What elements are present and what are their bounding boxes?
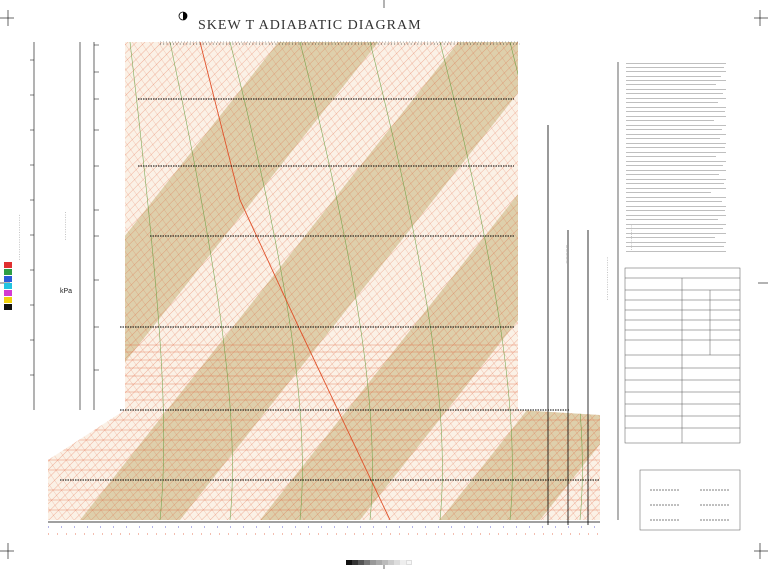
pressure-unit-label: kPa — [60, 288, 73, 295]
right-scale-lines — [547, 125, 589, 525]
top-scale — [160, 41, 520, 45]
left-axis-ticks — [30, 44, 99, 376]
gray-step — [382, 560, 388, 565]
chart-plot-area — [48, 42, 600, 520]
color-swatch-red — [4, 262, 12, 268]
color-swatch-cyan — [4, 283, 12, 289]
color-swatch-blue — [4, 276, 12, 282]
gray-step — [358, 560, 364, 565]
standard-atmosphere-line — [199, 42, 391, 520]
svg-text:- - - - - - - - - - - - - - -: - - - - - - - - - - - - - - - - - - - — [16, 214, 21, 260]
gray-step — [388, 560, 394, 565]
gray-step — [400, 560, 406, 565]
isobar-minor-lines — [48, 344, 600, 511]
left-pressure-axis — [33, 42, 95, 410]
gray-step — [376, 560, 382, 565]
gray-step — [406, 560, 412, 565]
gray-step — [346, 560, 352, 565]
gray-step — [394, 560, 400, 565]
diagram-title: SKEW T ADIABATIC DIAGRAM — [198, 18, 422, 33]
gray-step — [352, 560, 358, 565]
isobars-major — [60, 98, 600, 481]
color-swatch-green — [4, 269, 12, 275]
svg-text:- - - - - - - - - - - -: - - - - - - - - - - - - — [62, 211, 67, 240]
color-swatch-magenta — [4, 290, 12, 296]
svg-text:- - - - - - - - - - - - - - -: - - - - - - - - - - - - - - - - - - — [604, 256, 609, 300]
gray-step — [370, 560, 376, 565]
gray-step — [364, 560, 370, 565]
data-table — [624, 267, 741, 444]
svg-text:— — — — —: — — — — — — [565, 245, 569, 263]
explanation-text-block — [626, 63, 726, 252]
color-swatch-black — [4, 304, 12, 310]
color-swatch-yellow — [4, 297, 12, 303]
bottom-scale — [48, 521, 600, 535]
legend-box — [639, 469, 741, 531]
